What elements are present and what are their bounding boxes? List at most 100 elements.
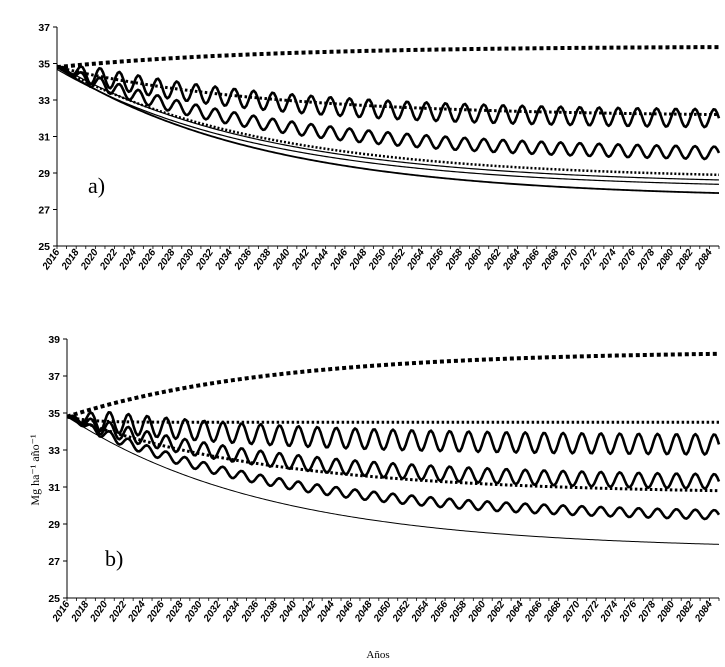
x-tick-label: 2084 bbox=[693, 247, 716, 273]
x-tick-label: 2062 bbox=[485, 599, 508, 625]
series-line bbox=[66, 415, 720, 493]
series-line bbox=[66, 410, 721, 456]
series-line bbox=[56, 66, 720, 194]
series-line bbox=[66, 415, 721, 490]
x-tick-label: 2026 bbox=[136, 247, 159, 273]
y-tick-label: 25 bbox=[38, 241, 50, 253]
y-axis-title: Mg ha⁻¹ año⁻¹ bbox=[28, 434, 42, 506]
series-line bbox=[56, 45, 720, 70]
x-tick-label: 2068 bbox=[541, 599, 564, 625]
x-tick-label: 2076 bbox=[617, 599, 640, 625]
x-tick-label: 2054 bbox=[405, 247, 428, 273]
x-tick-label: 2024 bbox=[117, 247, 140, 273]
y-tick-label: 31 bbox=[48, 482, 60, 494]
x-tick-label: 2048 bbox=[347, 247, 370, 273]
x-tick-label: 2050 bbox=[366, 247, 389, 273]
x-tick-label: 2018 bbox=[69, 599, 92, 625]
x-tick-label: 2036 bbox=[239, 599, 262, 625]
x-tick-label: 2058 bbox=[443, 247, 466, 273]
x-tick-label: 2060 bbox=[462, 247, 485, 273]
x-tick-label: 2082 bbox=[674, 599, 697, 625]
x-tick-label: 2062 bbox=[481, 247, 504, 273]
x-tick-label: 2066 bbox=[523, 599, 546, 625]
panel-a: 2527293133353720162018202020222024202620… bbox=[38, 22, 721, 273]
x-tick-label: 2074 bbox=[597, 247, 620, 273]
x-tick-label: 2070 bbox=[560, 599, 583, 625]
x-tick-label: 2058 bbox=[447, 599, 470, 625]
x-tick-label: 2080 bbox=[655, 599, 678, 625]
x-axis-title: Años bbox=[366, 649, 389, 661]
x-tick-label: 2064 bbox=[504, 599, 527, 625]
x-tick-label: 2038 bbox=[258, 599, 281, 625]
x-tick-label: 2064 bbox=[501, 247, 524, 273]
x-tick-label: 2072 bbox=[577, 247, 600, 273]
panel-b: 2527293133353739201620182020202220242026… bbox=[48, 334, 721, 625]
x-tick-label: 2032 bbox=[194, 247, 217, 273]
x-tick-label: 2028 bbox=[164, 599, 187, 625]
x-tick-label: 2020 bbox=[78, 247, 101, 273]
x-tick-label: 2080 bbox=[654, 247, 677, 273]
x-tick-label: 2078 bbox=[635, 247, 658, 273]
x-tick-label: 2026 bbox=[145, 599, 168, 625]
x-tick-label: 2030 bbox=[182, 599, 205, 625]
y-tick-label: 35 bbox=[48, 408, 60, 420]
x-tick-label: 2028 bbox=[155, 247, 178, 273]
x-tick-label: 2056 bbox=[428, 599, 451, 625]
panel-label: a) bbox=[88, 173, 105, 198]
x-tick-label: 2076 bbox=[616, 247, 639, 273]
x-tick-label: 2052 bbox=[386, 247, 409, 273]
y-tick-label: 27 bbox=[38, 205, 50, 217]
x-tick-label: 2056 bbox=[424, 247, 447, 273]
x-tick-label: 2048 bbox=[352, 599, 375, 625]
y-tick-label: 29 bbox=[48, 519, 60, 531]
series-line bbox=[56, 64, 720, 181]
x-tick-label: 2024 bbox=[126, 599, 149, 625]
x-tick-label: 2060 bbox=[466, 599, 489, 625]
series-line bbox=[66, 415, 721, 521]
x-tick-label: 2070 bbox=[558, 247, 581, 273]
x-tick-label: 2074 bbox=[598, 599, 621, 625]
x-tick-label: 2046 bbox=[328, 247, 351, 273]
y-tick-label: 39 bbox=[48, 334, 60, 346]
y-tick-label: 33 bbox=[38, 95, 50, 107]
x-tick-label: 2044 bbox=[309, 247, 332, 273]
series-line bbox=[56, 65, 721, 129]
y-tick-label: 25 bbox=[48, 593, 60, 605]
x-tick-label: 2040 bbox=[277, 599, 300, 625]
x-tick-label: 2044 bbox=[315, 599, 338, 625]
x-tick-label: 2084 bbox=[693, 599, 716, 625]
x-tick-label: 2072 bbox=[579, 599, 602, 625]
y-tick-label: 37 bbox=[38, 22, 50, 34]
series-line bbox=[66, 351, 720, 419]
x-tick-label: 2034 bbox=[213, 247, 236, 273]
x-tick-label: 2078 bbox=[636, 599, 659, 625]
x-tick-label: 2022 bbox=[107, 599, 130, 625]
series-line bbox=[56, 65, 721, 161]
series-line bbox=[56, 66, 720, 177]
x-tick-label: 2038 bbox=[251, 247, 274, 273]
x-tick-label: 2054 bbox=[409, 599, 432, 625]
x-tick-label: 2068 bbox=[539, 247, 562, 273]
x-tick-label: 2022 bbox=[98, 247, 121, 273]
series-line bbox=[56, 65, 720, 117]
x-tick-label: 2020 bbox=[88, 599, 111, 625]
series-line bbox=[56, 68, 720, 185]
x-tick-label: 2082 bbox=[673, 247, 696, 273]
y-tick-label: 35 bbox=[38, 59, 50, 71]
x-tick-label: 2066 bbox=[520, 247, 543, 273]
x-tick-label: 2018 bbox=[59, 247, 82, 273]
y-tick-label: 33 bbox=[48, 445, 60, 457]
y-tick-label: 37 bbox=[48, 371, 60, 383]
y-tick-label: 29 bbox=[38, 168, 50, 180]
x-tick-label: 2042 bbox=[296, 599, 319, 625]
x-tick-label: 2040 bbox=[270, 247, 293, 273]
x-tick-label: 2030 bbox=[174, 247, 197, 273]
x-tick-label: 2046 bbox=[334, 599, 357, 625]
x-tick-label: 2032 bbox=[201, 599, 224, 625]
x-tick-label: 2042 bbox=[290, 247, 313, 273]
x-tick-label: 2052 bbox=[390, 599, 413, 625]
series-line bbox=[66, 415, 719, 424]
y-tick-label: 27 bbox=[48, 556, 60, 568]
panel-label: b) bbox=[105, 546, 123, 571]
